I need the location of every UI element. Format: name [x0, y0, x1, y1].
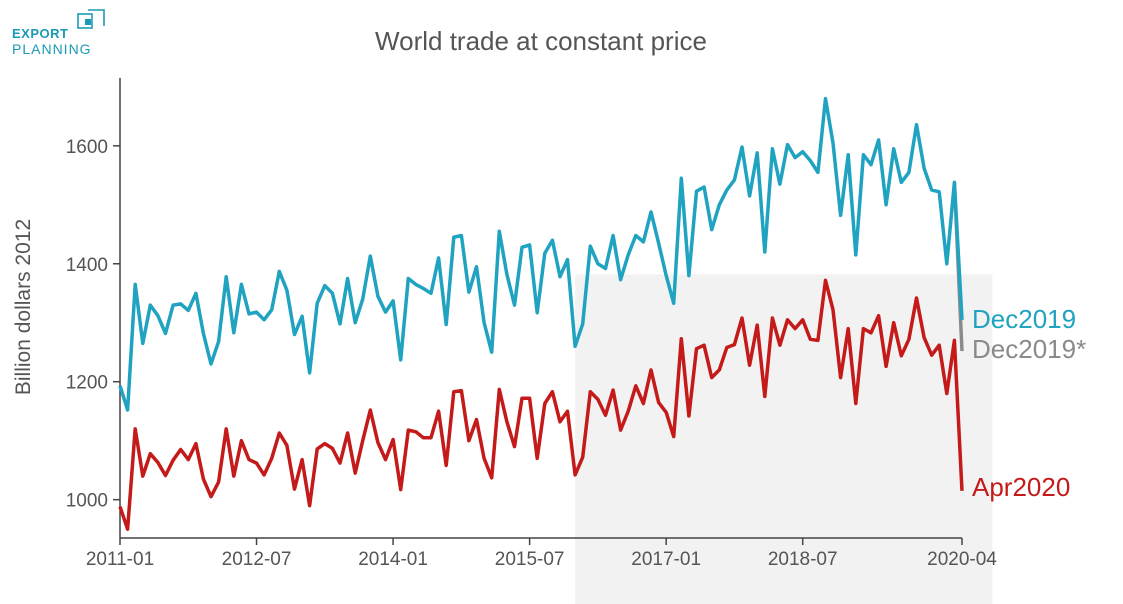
- series-end-label-dec2019-revised: Dec2019*: [972, 334, 1086, 364]
- x-tick-label: 2012-07: [222, 549, 292, 570]
- series-end-label-dec2019: Dec2019: [972, 304, 1076, 334]
- x-tick-label: 2015-07: [495, 549, 565, 570]
- logo-text-planning: PLANNING: [12, 41, 92, 57]
- series-end-label-apr2020: Apr2020: [972, 472, 1070, 502]
- y-tick-label: 1200: [66, 373, 108, 394]
- series-line-apr2020: [118, 278, 964, 531]
- series-line-dec2019: [118, 96, 964, 412]
- logo-squares-icon: [77, 9, 105, 29]
- y-tick-label: 1400: [66, 255, 108, 276]
- export-planning-logo: EXPORT PLANNING: [12, 8, 112, 60]
- x-tick-label: 2011-01: [86, 549, 154, 570]
- y-tick-label: 1600: [66, 137, 108, 158]
- y-axis-label: Billion dollars 2012: [12, 219, 35, 395]
- x-tick-label: 2017-01: [631, 549, 701, 570]
- logo-text-export: EXPORT: [12, 26, 69, 41]
- chart-title: World trade at constant price: [375, 26, 707, 56]
- x-tick-label: 2014-01: [358, 549, 428, 570]
- x-tick-label: 2018-07: [768, 549, 838, 570]
- x-tick-label: 2020-04: [927, 549, 997, 570]
- y-tick-label: 1000: [66, 491, 108, 512]
